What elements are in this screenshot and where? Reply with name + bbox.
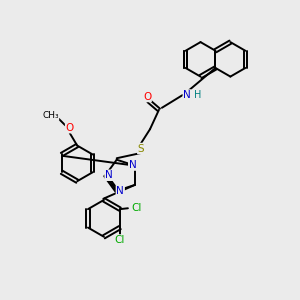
Text: N: N: [116, 186, 124, 196]
Text: O: O: [143, 92, 151, 101]
Text: Cl: Cl: [115, 235, 125, 245]
Text: N: N: [129, 160, 136, 170]
Text: Cl: Cl: [131, 203, 141, 213]
Text: CH₃: CH₃: [42, 111, 59, 120]
Text: N: N: [183, 90, 191, 100]
Text: H: H: [194, 90, 201, 100]
Text: N: N: [105, 170, 113, 180]
Text: O: O: [66, 123, 74, 133]
Text: S: S: [138, 143, 144, 154]
